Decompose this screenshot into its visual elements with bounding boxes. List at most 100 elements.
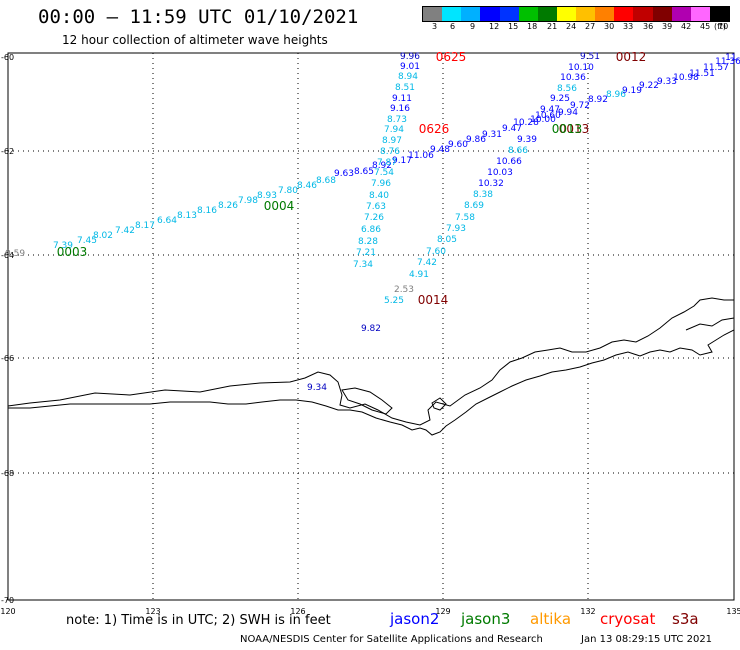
wave-height-value: 7.42 [417, 258, 437, 268]
generated-timestamp: Jan 13 08:29:15 UTC 2021 [581, 634, 713, 645]
color-scale-label: 70 [718, 22, 729, 31]
latitude-label: -62 [1, 147, 14, 156]
wave-height-value: 6.86 [361, 225, 381, 235]
color-swatch [576, 7, 596, 21]
color-swatch [633, 7, 653, 21]
longitude-label: 135 [726, 607, 740, 616]
color-scale-label: 27 [585, 22, 596, 31]
wave-height-value: 10.00 [530, 115, 556, 125]
wave-height-value: 8.94 [398, 72, 418, 82]
coastline [7, 297, 735, 436]
wave-height-value: 9.11 [392, 94, 412, 104]
wave-height-value: 11.51 [689, 69, 715, 79]
wave-height-value: 9.22 [639, 81, 659, 91]
color-swatch [690, 7, 710, 21]
wave-height-value: 7.63 [366, 202, 386, 212]
longitude-label: 126 [290, 607, 305, 616]
wave-height-value: 7.94 [384, 125, 404, 135]
coastline-island [341, 387, 393, 415]
color-scale-label: 30 [604, 22, 615, 31]
color-swatch [556, 7, 576, 21]
wave-height-value: 9.25 [550, 94, 570, 104]
wave-height-value: 8.92 [372, 161, 392, 171]
wave-height-value: 9.19 [622, 86, 642, 96]
wave-height-value: 8.65 [354, 167, 374, 177]
color-swatch [652, 7, 672, 21]
wave-height-value: 7.45 [77, 236, 97, 246]
latitude-label: -64 [1, 251, 14, 260]
wave-height-value: 7.80 [278, 186, 298, 196]
satellite-jason2: jason2 [390, 610, 440, 628]
wave-height-value: 10.98 [673, 73, 699, 83]
color-scale-label: 18 [527, 22, 538, 31]
color-swatch [518, 7, 538, 21]
wave-height-value: 9.01 [400, 62, 420, 72]
wave-height-value: 9.17 [392, 156, 412, 166]
page-subtitle: 12 hour collection of altimeter wave hei… [62, 33, 328, 47]
wave-height-value: 8.38 [473, 190, 493, 200]
color-scale-label: 33 [623, 22, 634, 31]
wave-height-value: 8.13 [177, 211, 197, 221]
color-scale-label: 39 [662, 22, 673, 31]
color-swatch [442, 7, 462, 21]
latitude-label: -60 [1, 53, 14, 62]
longitude-label: 123 [145, 607, 160, 616]
latitude-label: -68 [1, 469, 14, 478]
color-swatch [423, 7, 443, 21]
track-id-label: 0013 [559, 122, 590, 136]
wave-height-value: 9.31 [482, 130, 502, 140]
color-scale-label: 3 [432, 22, 438, 31]
satellite-jason3: jason3 [461, 610, 511, 628]
latitude-label: -70 [1, 596, 14, 605]
footer-note: note: 1) Time is in UTC; 2) SWH is in fe… [66, 613, 331, 628]
wave-height-value: 10.60 [535, 111, 561, 121]
color-scale-bar [422, 6, 730, 22]
latitude-label: -66 [1, 354, 14, 363]
color-scale-label: 9 [470, 22, 476, 31]
wave-height-value: 8.96 [606, 90, 626, 100]
color-scale-label: 21 [547, 22, 558, 31]
color-scale-label: 6 [450, 22, 456, 31]
track-id-label: 0013 [552, 122, 583, 136]
wave-height-value: 8.28 [358, 237, 378, 247]
wave-height-value: 9.63 [334, 169, 354, 179]
color-scale-label: 15 [508, 22, 519, 31]
wave-height-value: 10.66 [496, 157, 522, 167]
wave-height-value: 7.87 [377, 158, 397, 168]
wave-height-value: 9.86 [466, 135, 486, 145]
wave-height-value: 9.94 [558, 108, 578, 118]
wave-height-value: 8.73 [387, 115, 407, 125]
wave-height-value: 7.54 [374, 168, 394, 178]
wave-height-value: 9.60 [448, 140, 468, 150]
wave-height-value: 8.51 [395, 83, 415, 93]
wave-height-value: 11.11 [725, 53, 740, 63]
wave-height-value: 6.64 [157, 216, 177, 226]
wave-height-value: 10.10 [568, 63, 594, 73]
wave-height-value: 5.25 [384, 296, 404, 306]
color-scale-labels: 3 6 9 12 15 18 21 24 27 30 33 36 39 42 45 70 (ft) [422, 22, 732, 34]
color-scale-label: 24 [566, 22, 577, 31]
wave-height-value: 9.96 [400, 52, 420, 62]
color-swatch [499, 7, 519, 21]
wave-height-value: 9.48 [430, 145, 450, 155]
color-scale-label: 45 [700, 22, 711, 31]
wave-height-value: 8.26 [218, 201, 238, 211]
color-swatch [595, 7, 615, 21]
track-id-label: 0004 [264, 199, 295, 213]
wave-height-value: 11.36 [715, 57, 740, 67]
satellite-cryosat: cryosat [600, 610, 656, 628]
color-swatch [671, 7, 691, 21]
longitude-label: 132 [580, 607, 595, 616]
wave-height-value: 11.57 [703, 63, 729, 73]
wave-height-value: 8.68 [316, 176, 336, 186]
wave-height-value: 10.03 [487, 168, 513, 178]
wave-height-value: 8.66 [508, 146, 528, 156]
wave-height-value: 8.76 [380, 147, 400, 157]
coastline [685, 317, 735, 331]
wave-height-value: 9.34 [307, 383, 327, 393]
wave-height-value: 9.82 [361, 324, 381, 334]
wave-height-value: 11.06 [408, 151, 434, 161]
color-scale-label: (ft) [714, 22, 727, 31]
wave-height-value: 7.34 [353, 260, 373, 270]
